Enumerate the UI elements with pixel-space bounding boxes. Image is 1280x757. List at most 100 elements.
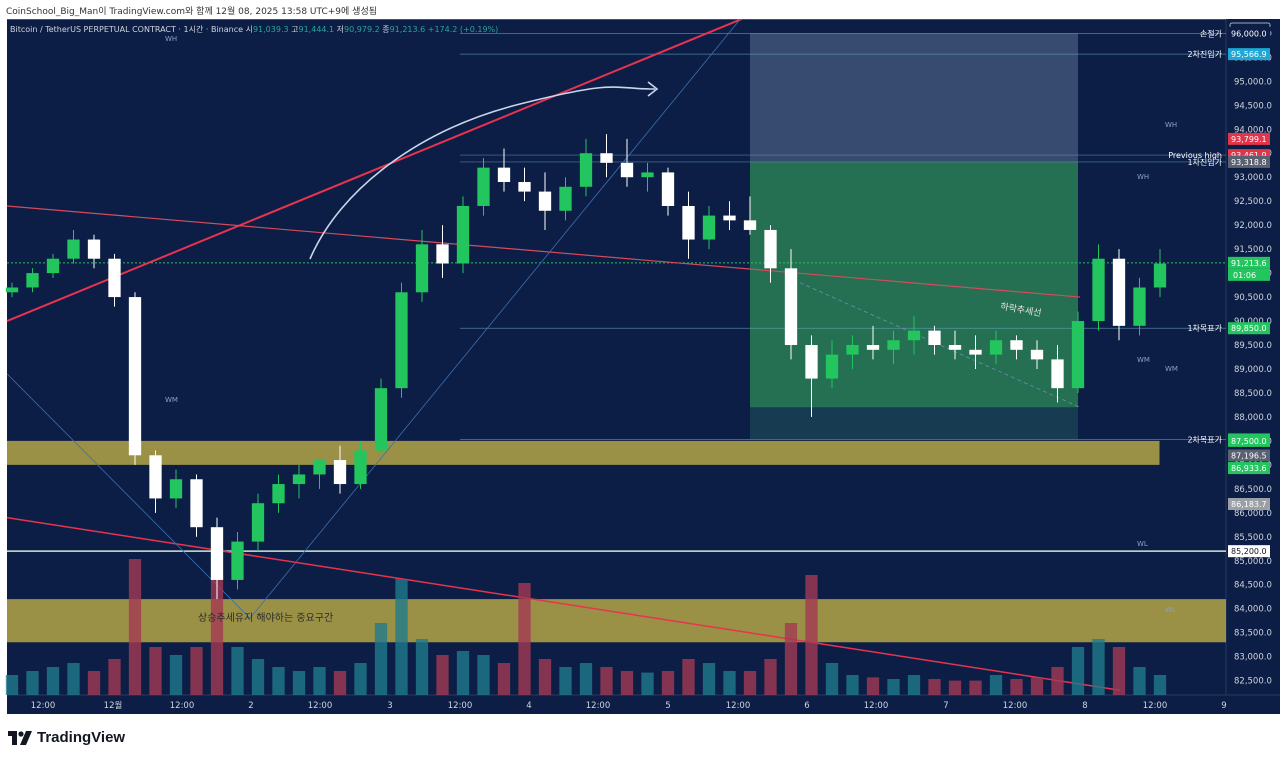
volume-bar — [907, 675, 921, 695]
volume-bar — [87, 671, 101, 695]
x-tick-label: 12:00 — [864, 701, 889, 711]
volume-bar — [1010, 679, 1023, 695]
volume-bar — [866, 677, 880, 695]
volume-bar — [825, 663, 839, 695]
candle-body — [620, 162, 634, 178]
y-tick-label: 86,000.0 — [1234, 509, 1272, 519]
x-tick-label: 12:00 — [31, 701, 56, 711]
price-level-name: 2차목표가 — [1187, 435, 1222, 444]
y-tick-label: 82,500.0 — [1234, 677, 1272, 687]
candle-body — [600, 153, 613, 163]
volume-bar — [1071, 647, 1085, 695]
volume-bar — [46, 667, 60, 695]
x-tick-label: 12:00 — [170, 701, 195, 711]
x-tick-label: 12:00 — [1143, 701, 1168, 711]
y-tick-label: 89,500.0 — [1234, 341, 1272, 351]
tradingview-logo[interactable]: TradingView — [8, 729, 125, 746]
level-tag: WM — [1165, 365, 1178, 373]
x-tick-label: 9 — [1221, 701, 1226, 711]
volume-bar — [395, 579, 408, 695]
volume-bar — [764, 659, 777, 695]
volume-bar — [723, 671, 736, 695]
price-level-name: 1차진입가 — [1187, 157, 1222, 167]
candle-body — [887, 340, 900, 350]
candle-body — [1153, 263, 1167, 288]
candle-body — [1051, 359, 1064, 389]
y-tick-label: 86,500.0 — [1234, 485, 1272, 495]
volume-bar — [579, 663, 593, 695]
candle-body — [538, 191, 552, 211]
candle-body — [231, 541, 244, 580]
level-tag: WH — [1137, 173, 1149, 181]
symbol-info-bar[interactable]: Bitcoin / TetherUS PERPETUAL CONTRACT · … — [10, 24, 498, 35]
countdown-tag — [1228, 268, 1270, 281]
candle-body — [948, 345, 962, 350]
candle-body — [661, 172, 675, 206]
change-value: +174.2 (+0.19%) — [427, 25, 499, 34]
candle-body — [928, 330, 941, 346]
footer: TradingView — [0, 714, 1280, 757]
price-tag-value: 89,850.0 — [1231, 324, 1267, 333]
price-tag — [1228, 462, 1270, 475]
y-tick-label: 88,500.0 — [1234, 389, 1272, 399]
volume-bar — [231, 647, 244, 695]
volume-bar — [641, 672, 654, 695]
volume-bar — [743, 671, 757, 695]
candle-body — [1071, 321, 1085, 389]
y-tick-label: 88,000.0 — [1234, 413, 1272, 423]
volume-bar — [702, 663, 716, 695]
volume-bar — [989, 675, 1003, 695]
x-tick-label: 3 — [387, 701, 392, 711]
volume-bar — [887, 679, 900, 695]
price-tag — [1228, 434, 1270, 447]
tradingview-brand: TradingView — [37, 729, 126, 746]
level-tag: WH — [1165, 121, 1177, 129]
low-value: 90,979.2 — [344, 25, 380, 34]
candle-body — [702, 215, 716, 240]
candle-body — [395, 292, 408, 389]
level-tag: WM — [1137, 356, 1150, 364]
volume-bar — [948, 680, 962, 695]
candle-body — [559, 186, 572, 211]
y-tick-label: 85,500.0 — [1234, 533, 1272, 543]
volume-bar — [1092, 639, 1105, 695]
volume-bar — [477, 655, 490, 695]
y-tick-label: 89,000.0 — [1234, 365, 1272, 375]
volume-bar — [1112, 647, 1126, 695]
volume-bar — [1153, 675, 1167, 695]
candle-body — [784, 268, 798, 346]
candle-body — [108, 258, 121, 298]
price-tag-value: 93,461.9 — [1231, 151, 1267, 160]
volume-bar — [108, 659, 121, 695]
price-tag-value: 95,566.9 — [1231, 50, 1267, 59]
candle-body — [26, 273, 39, 288]
chart-frame[interactable]: 하락추세선 상승추세유지 해야하는 중요구간 WH WH WH WM WM WM WL WL 82,… — [0, 19, 1280, 714]
price-tag-value: 86,933.6 — [1231, 464, 1267, 473]
volume-bar — [436, 655, 449, 695]
volume-bar — [538, 659, 552, 695]
price-tag-value: 85,200.0 — [1231, 547, 1267, 556]
share-credit-text: CoinSchool_Big_Man이 TradingView.com와 함께 … — [6, 7, 378, 17]
candle-body — [190, 479, 203, 528]
y-tick-label: 84,000.0 — [1234, 605, 1272, 615]
volume-bar — [313, 667, 326, 695]
volume-bar — [5, 675, 19, 695]
projection-line — [799, 282, 1081, 408]
volume-bar — [415, 639, 429, 695]
fan-line-2 — [249, 19, 741, 619]
volume-bar — [784, 623, 798, 695]
volume-bar — [600, 667, 613, 695]
x-tick-label: 2 — [248, 701, 253, 711]
y-tick-label: 95,000.0 — [1234, 77, 1272, 87]
projected-path-arrowhead — [647, 81, 659, 97]
volume-bar — [661, 671, 675, 695]
symbol-title[interactable]: Bitcoin / TetherUS PERPETUAL CONTRACT · … — [10, 25, 244, 34]
candle-body — [1112, 258, 1126, 326]
level-tag: WH — [165, 35, 177, 43]
price-tag-value: 96,000.0 — [1231, 29, 1267, 38]
candle-body — [67, 239, 80, 259]
y-tick-label: 93,000.0 — [1234, 173, 1272, 183]
resistance-support-zone — [7, 440, 1160, 465]
candle-body — [641, 172, 654, 178]
